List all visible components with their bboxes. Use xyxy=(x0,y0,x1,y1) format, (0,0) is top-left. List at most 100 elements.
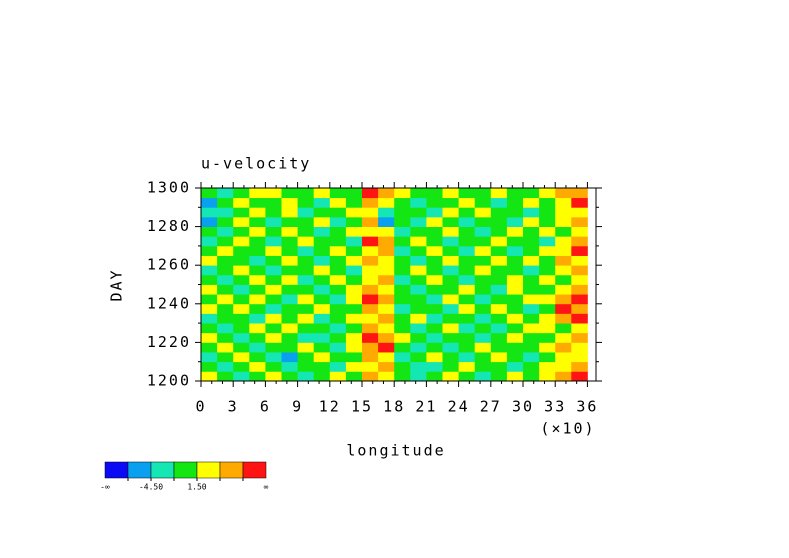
heat-cell xyxy=(490,226,508,237)
heat-cell xyxy=(233,371,250,382)
heat-cell xyxy=(394,188,411,199)
heat-cell xyxy=(426,274,443,285)
heat-cell xyxy=(539,197,556,208)
heat-cell xyxy=(378,313,395,324)
heat-cell xyxy=(394,371,411,382)
heat-cell xyxy=(571,352,588,363)
heat-cell xyxy=(345,323,363,334)
heat-cell xyxy=(362,197,379,208)
heat-cell xyxy=(378,245,395,256)
heat-cell xyxy=(378,342,395,353)
heat-cell xyxy=(233,342,250,353)
heat-cell xyxy=(474,197,492,208)
heat-cell xyxy=(201,313,218,324)
heat-cell xyxy=(490,284,508,295)
heat-cell xyxy=(571,361,588,372)
heat-cell xyxy=(297,371,315,382)
heat-cell xyxy=(313,303,331,314)
colorbar-max-label: ∞ xyxy=(264,483,269,492)
heat-cell xyxy=(313,274,331,285)
heat-cell xyxy=(571,313,588,324)
heat-cell xyxy=(297,245,315,256)
heat-cell xyxy=(506,313,524,324)
heat-cell xyxy=(442,197,460,208)
heat-cell xyxy=(442,255,460,266)
heat-cell xyxy=(378,226,395,237)
heat-cell xyxy=(313,245,331,256)
heat-cell xyxy=(394,342,411,353)
heat-cell xyxy=(265,188,282,199)
heat-cell xyxy=(233,226,250,237)
heat-cell xyxy=(281,371,299,382)
heat-cell xyxy=(458,332,476,343)
colorbar-box xyxy=(127,461,152,479)
heat-cell xyxy=(426,236,443,247)
heat-cell xyxy=(313,342,331,353)
heat-cell xyxy=(378,332,395,343)
heat-cell xyxy=(490,188,508,199)
heat-cell xyxy=(345,342,363,353)
heat-cell xyxy=(555,332,572,343)
heat-cell xyxy=(490,294,508,305)
heat-cell xyxy=(506,323,524,334)
heat-cell xyxy=(410,342,427,353)
heat-cell xyxy=(362,265,379,276)
heat-cell xyxy=(329,265,347,276)
heat-cell xyxy=(458,342,476,353)
heat-cell xyxy=(474,226,492,237)
heat-cell xyxy=(265,284,282,295)
heat-cell xyxy=(265,207,282,218)
heat-cell xyxy=(201,332,218,343)
y-tick-label: 1220 xyxy=(147,333,191,351)
heat-cell xyxy=(362,226,379,237)
heat-cell xyxy=(281,342,299,353)
heat-cell xyxy=(297,294,315,305)
heat-cell xyxy=(555,265,572,276)
heat-cell xyxy=(458,255,476,266)
heat-cell xyxy=(506,188,524,199)
heat-cell xyxy=(297,265,315,276)
heat-cell xyxy=(217,371,234,382)
heat-cell xyxy=(539,284,556,295)
heat-cell xyxy=(555,371,572,382)
heat-cell xyxy=(442,274,460,285)
x-tick-label: 9 xyxy=(292,398,303,416)
heat-cell xyxy=(281,216,299,227)
heat-cell xyxy=(217,236,234,247)
heat-cell xyxy=(233,332,250,343)
heat-cell xyxy=(458,216,476,227)
heat-cell xyxy=(281,265,299,276)
heat-cell xyxy=(249,197,266,208)
x-tick-label: 18 xyxy=(383,398,405,416)
heat-cell xyxy=(523,197,540,208)
heat-cell xyxy=(217,303,234,314)
heat-cell xyxy=(201,197,218,208)
heat-cell xyxy=(329,313,347,324)
heat-cell xyxy=(394,352,411,363)
heat-cell xyxy=(523,332,540,343)
heat-cell xyxy=(201,371,218,382)
heat-cell xyxy=(345,226,363,237)
heat-cell xyxy=(426,197,443,208)
x-tick-label: 24 xyxy=(448,398,470,416)
heat-cell xyxy=(281,332,299,343)
heat-cell xyxy=(426,207,443,218)
heat-cell xyxy=(362,294,379,305)
heat-cell xyxy=(297,226,315,237)
heat-cell xyxy=(345,274,363,285)
heat-cell xyxy=(474,207,492,218)
heat-cell xyxy=(539,216,556,227)
heat-cell xyxy=(362,371,379,382)
heat-cell xyxy=(442,313,460,324)
heat-cell xyxy=(281,352,299,363)
heat-cell xyxy=(378,303,395,314)
heat-cell xyxy=(555,274,572,285)
heat-cell xyxy=(329,303,347,314)
heat-cell xyxy=(329,342,347,353)
heat-cell xyxy=(265,303,282,314)
x-axis-label: longitude xyxy=(346,442,445,460)
heat-cell xyxy=(442,265,460,276)
heat-cell xyxy=(490,352,508,363)
heat-cell xyxy=(329,284,347,295)
heat-cell xyxy=(394,332,411,343)
